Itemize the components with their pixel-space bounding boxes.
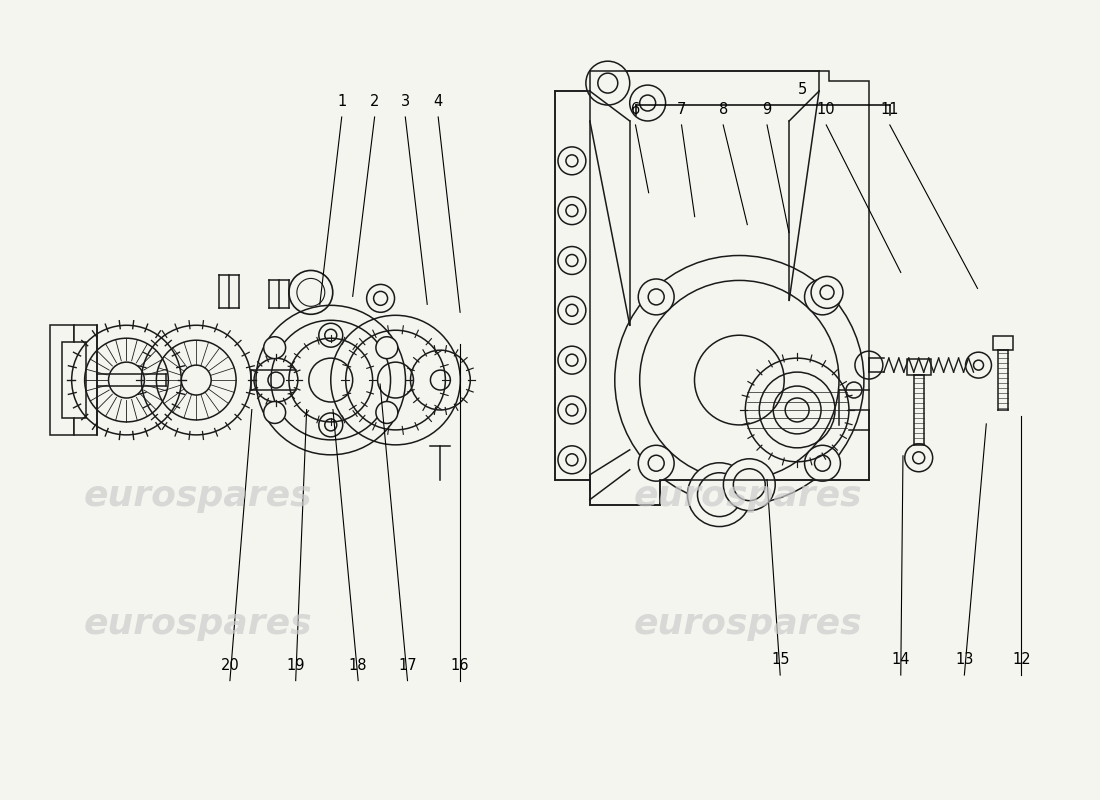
Text: 16: 16	[451, 658, 470, 673]
Polygon shape	[50, 326, 74, 435]
Circle shape	[558, 446, 586, 474]
Circle shape	[629, 85, 666, 121]
Text: 15: 15	[771, 652, 790, 667]
Text: 3: 3	[400, 94, 410, 109]
Text: eurospares: eurospares	[84, 479, 312, 513]
Circle shape	[264, 402, 286, 423]
Text: 18: 18	[349, 658, 367, 673]
Circle shape	[558, 396, 586, 424]
Text: eurospares: eurospares	[634, 607, 862, 641]
Circle shape	[638, 279, 674, 315]
Text: 9: 9	[762, 102, 772, 117]
Text: 5: 5	[798, 82, 806, 97]
Text: eurospares: eurospares	[634, 479, 862, 513]
Circle shape	[724, 458, 776, 510]
Circle shape	[804, 279, 840, 315]
Circle shape	[804, 446, 840, 481]
Circle shape	[558, 197, 586, 225]
Text: 10: 10	[817, 102, 836, 117]
Text: 17: 17	[398, 658, 417, 673]
Circle shape	[376, 337, 398, 358]
Circle shape	[846, 382, 862, 398]
Circle shape	[586, 61, 629, 105]
Text: 19: 19	[286, 658, 305, 673]
Text: 14: 14	[891, 652, 910, 667]
Text: 2: 2	[370, 94, 379, 109]
Text: eurospares: eurospares	[84, 607, 312, 641]
Circle shape	[638, 446, 674, 481]
Text: 13: 13	[955, 652, 974, 667]
Polygon shape	[556, 71, 869, 505]
Text: 11: 11	[881, 102, 899, 117]
Text: 1: 1	[337, 94, 346, 109]
Circle shape	[558, 147, 586, 174]
Text: 8: 8	[718, 102, 728, 117]
Circle shape	[558, 296, 586, 324]
Text: 7: 7	[676, 102, 686, 117]
Circle shape	[558, 346, 586, 374]
Circle shape	[558, 246, 586, 274]
Polygon shape	[74, 326, 97, 435]
Circle shape	[264, 337, 286, 358]
Circle shape	[688, 462, 751, 526]
Circle shape	[811, 277, 843, 308]
Text: 6: 6	[631, 102, 640, 117]
Circle shape	[376, 402, 398, 423]
Text: 4: 4	[433, 94, 443, 109]
Text: 12: 12	[1012, 652, 1031, 667]
Text: 20: 20	[220, 658, 240, 673]
